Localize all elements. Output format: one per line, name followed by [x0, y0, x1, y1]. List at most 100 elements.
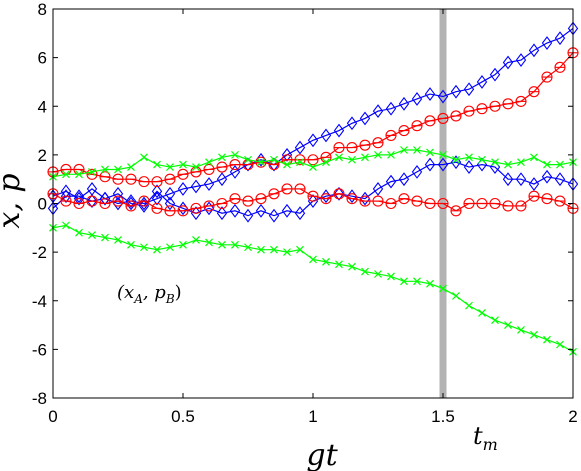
data-point	[385, 101, 397, 116]
data-point	[554, 172, 566, 187]
annot-part-2: , p	[143, 282, 166, 303]
data-point	[281, 203, 293, 218]
y-tick-label: 8	[38, 0, 47, 19]
annot-part-3: )	[175, 282, 182, 303]
data-point	[372, 104, 384, 119]
data-point	[489, 100, 501, 112]
data-point	[86, 181, 98, 196]
data-point	[541, 169, 553, 184]
data-point	[62, 221, 70, 230]
data-point	[359, 139, 371, 151]
data-point	[125, 200, 137, 212]
data-point	[192, 163, 200, 171]
data-point	[450, 110, 462, 122]
data-point	[294, 183, 306, 195]
y-tick-label: -4	[32, 292, 47, 311]
data-point	[281, 147, 293, 162]
data-point	[439, 284, 447, 293]
data-point	[114, 165, 122, 174]
data-point	[359, 195, 371, 207]
data-point	[335, 153, 343, 162]
data-point	[268, 208, 280, 223]
data-point	[99, 191, 111, 206]
data-point	[296, 245, 304, 254]
data-point	[517, 158, 525, 167]
data-point	[62, 170, 70, 179]
data-point	[255, 203, 267, 218]
series-6	[49, 221, 577, 356]
data-point	[424, 87, 436, 102]
data-point	[309, 255, 317, 264]
data-point	[411, 164, 423, 179]
data-point	[489, 67, 501, 82]
data-point	[530, 153, 538, 162]
data-point	[385, 197, 397, 210]
data-point	[151, 202, 163, 214]
data-point	[437, 89, 449, 104]
data-point	[242, 208, 254, 223]
data-point	[387, 272, 395, 281]
data-point	[502, 98, 514, 110]
y-tick-label: 0	[38, 195, 47, 214]
data-point	[140, 243, 148, 252]
data-point	[73, 189, 85, 204]
data-point	[322, 257, 330, 266]
x-tick-label: 0	[48, 407, 57, 426]
data-point	[127, 163, 135, 171]
x-axis-label: gt	[306, 438, 338, 471]
data-point	[203, 177, 215, 191]
data-point	[190, 179, 202, 194]
data-point	[320, 128, 332, 143]
y-tick-label: 4	[38, 97, 47, 116]
data-point	[411, 120, 423, 132]
data-point	[255, 193, 267, 205]
tm-main: t	[473, 422, 483, 450]
data-point	[348, 262, 356, 271]
data-point	[385, 174, 397, 189]
data-point	[333, 142, 345, 154]
data-point	[530, 330, 538, 339]
data-point	[125, 173, 137, 185]
data-point	[140, 153, 148, 162]
data-point	[205, 238, 213, 247]
data-point	[424, 115, 436, 127]
data-point	[372, 181, 384, 196]
data-point	[437, 112, 449, 124]
data-point	[75, 170, 83, 179]
data-point	[515, 172, 527, 187]
data-point	[88, 167, 96, 176]
data-point	[307, 190, 319, 202]
data-point	[528, 177, 540, 191]
data-point	[361, 153, 369, 162]
annot-sub-A: A	[133, 292, 143, 306]
data-point	[374, 270, 382, 278]
data-point	[502, 55, 514, 70]
data-point	[528, 86, 540, 98]
data-point	[411, 195, 423, 207]
data-point	[463, 197, 475, 210]
data-point	[127, 240, 135, 249]
x-tick-label: 1.5	[431, 407, 455, 426]
data-point	[541, 36, 553, 50]
data-point	[348, 155, 356, 164]
data-point	[164, 205, 176, 217]
data-point	[333, 186, 345, 201]
data-point	[114, 236, 122, 244]
data-point	[372, 195, 384, 207]
series-4	[47, 183, 579, 217]
data-point	[333, 188, 345, 200]
data-point	[413, 277, 421, 286]
data-point	[294, 140, 306, 155]
data-point	[270, 245, 278, 254]
data-point	[515, 95, 527, 107]
data-point	[307, 194, 319, 208]
tm-sub: m	[483, 435, 498, 454]
data-point	[164, 196, 176, 211]
data-point	[99, 197, 111, 210]
data-point	[179, 160, 187, 169]
data-point	[216, 197, 228, 210]
data-point	[450, 205, 462, 217]
data-point	[307, 154, 319, 166]
data-point	[346, 116, 358, 131]
data-point	[192, 236, 200, 244]
